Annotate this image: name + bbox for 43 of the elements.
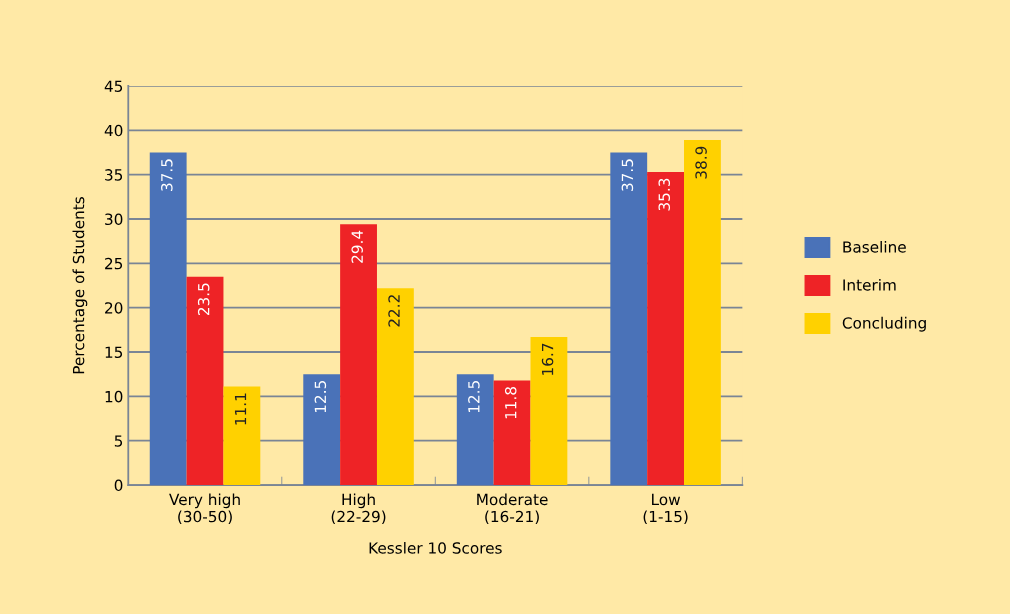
bar (493, 380, 531, 486)
y-tick-label: 30 (105, 213, 123, 226)
data-label: 37.5 (161, 159, 173, 191)
bar (610, 152, 648, 486)
legend-label: Interim (843, 278, 896, 291)
bar (340, 224, 377, 486)
y-axis-title: Percentage of Students (72, 197, 88, 374)
y-tick-label: 45 (104, 80, 123, 92)
y-tick-label: 5 (114, 435, 123, 447)
data-label: 11.1 (234, 393, 247, 425)
y-tick-label: 25 (105, 257, 123, 270)
y-tick-label: 10 (105, 390, 123, 403)
bar (149, 152, 187, 486)
y-tick-label: 15 (105, 346, 123, 359)
bar (186, 276, 224, 486)
bar (684, 140, 721, 486)
legend-label: Baseline (843, 240, 906, 253)
data-label: 35.3 (658, 178, 671, 211)
x-tick-label: Moderate (16-21) (477, 493, 548, 525)
bar (376, 288, 414, 486)
x-tick-label: Low (1-15) (643, 493, 688, 525)
data-label: 37.5 (621, 159, 634, 191)
bar (223, 386, 261, 486)
y-tick-label: 0 (114, 479, 123, 492)
bar (456, 374, 494, 486)
data-label: 22.2 (388, 295, 400, 327)
legend-label: Concluding (842, 316, 926, 332)
y-tick-label: 20 (105, 302, 123, 314)
data-label: 29.4 (351, 230, 363, 263)
bar (303, 374, 341, 486)
data-label: 11.8 (504, 387, 517, 419)
data-label: 12.5 (468, 381, 480, 413)
bar (530, 336, 568, 486)
data-label: 16.7 (541, 343, 554, 375)
y-tick-label: 40 (104, 124, 123, 137)
data-label: 23.5 (197, 283, 210, 316)
x-tick-label: High (22-29) (331, 493, 386, 525)
x-tick-label: Very high (30-50) (169, 493, 240, 525)
data-label: 12.5 (314, 381, 327, 413)
y-tick-label: 35 (105, 169, 123, 181)
bar (647, 171, 685, 486)
x-axis-title: Kessler 10 Scores (369, 541, 502, 554)
data-label: 38.9 (695, 146, 707, 179)
